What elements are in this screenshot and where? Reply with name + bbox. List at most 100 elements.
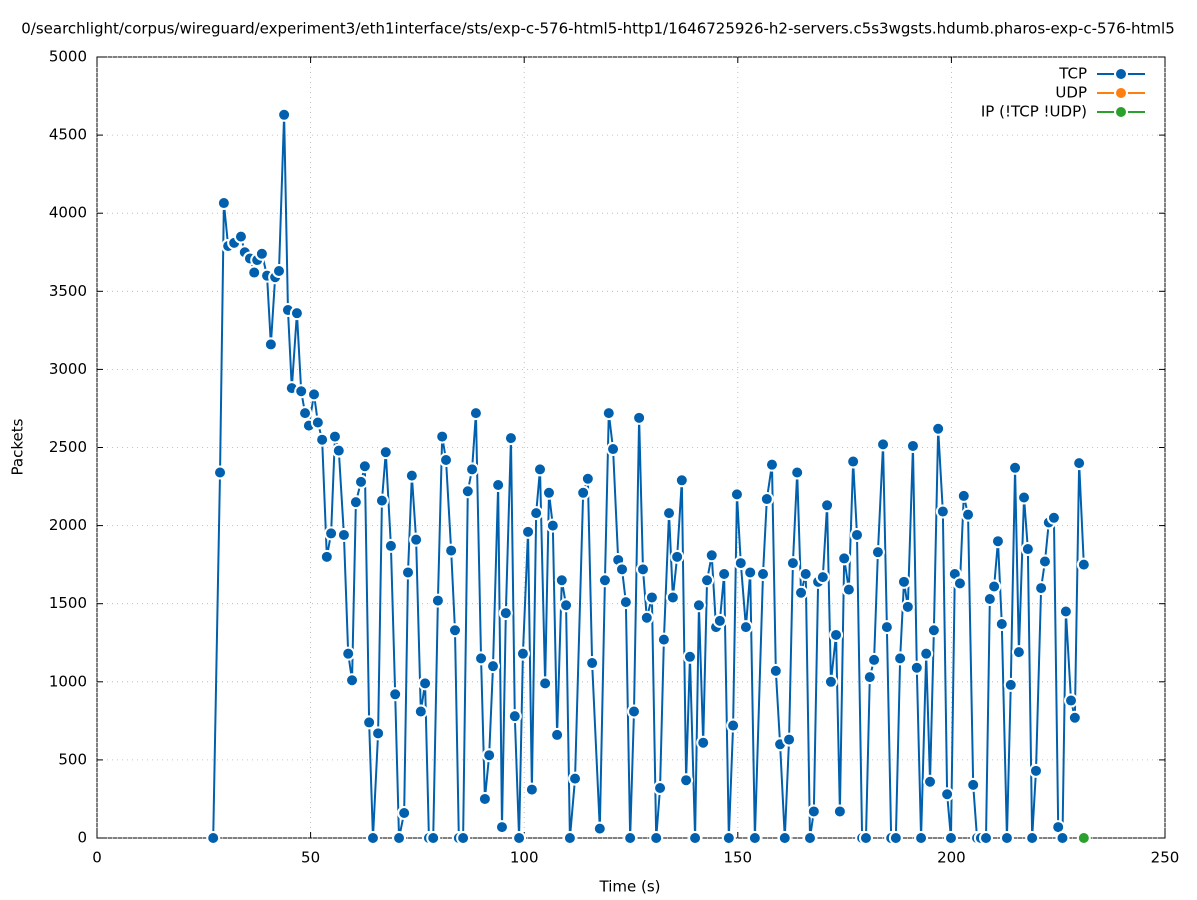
data-point bbox=[952, 576, 967, 591]
x-tick-label: 250 bbox=[1151, 849, 1180, 867]
y-axis-label: Packets bbox=[9, 418, 27, 475]
data-point bbox=[729, 487, 744, 502]
data-point bbox=[867, 652, 882, 667]
data-point bbox=[879, 620, 894, 635]
data-point bbox=[806, 804, 821, 819]
x-tick-label: 200 bbox=[937, 849, 966, 867]
data-point bbox=[580, 471, 595, 486]
data-point bbox=[961, 507, 976, 522]
y-tick-label: 1500 bbox=[49, 594, 87, 612]
data-point bbox=[846, 454, 861, 469]
data-point bbox=[1055, 831, 1070, 845]
data-point bbox=[606, 442, 621, 457]
data-point bbox=[919, 646, 934, 661]
y-tick-label: 5000 bbox=[49, 48, 87, 66]
data-point bbox=[383, 538, 398, 553]
data-point bbox=[601, 406, 616, 421]
data-point bbox=[1008, 460, 1023, 475]
data-point bbox=[990, 534, 1005, 549]
data-point bbox=[568, 771, 583, 786]
x-axis-label: Time (s) bbox=[599, 878, 661, 896]
legend-label: UDP bbox=[1055, 84, 1087, 102]
data-point bbox=[832, 804, 847, 819]
data-point bbox=[926, 623, 941, 638]
chart-title: 0/searchlight/corpus/wireguard/experimen… bbox=[21, 20, 1175, 38]
data-point bbox=[365, 831, 380, 845]
data-point bbox=[213, 465, 228, 480]
data-point bbox=[1058, 604, 1073, 619]
data-point bbox=[1025, 831, 1040, 845]
data-point bbox=[562, 831, 577, 845]
data-point bbox=[348, 495, 363, 510]
data-point bbox=[426, 831, 441, 845]
data-point bbox=[392, 831, 407, 845]
data-point bbox=[632, 410, 647, 425]
data-point bbox=[498, 606, 513, 621]
data-point bbox=[298, 406, 313, 421]
data-point bbox=[862, 670, 877, 685]
data-point bbox=[888, 831, 903, 845]
data-point bbox=[550, 727, 565, 742]
data-point bbox=[397, 806, 412, 821]
data-point bbox=[576, 485, 591, 500]
data-point bbox=[538, 676, 553, 691]
data-point bbox=[430, 593, 445, 608]
data-point bbox=[1028, 763, 1043, 778]
data-point bbox=[923, 774, 938, 789]
data-point bbox=[820, 498, 835, 513]
data-point bbox=[524, 782, 539, 797]
data-point bbox=[700, 573, 715, 588]
data-point bbox=[507, 709, 522, 724]
data-point bbox=[401, 565, 416, 580]
data-point bbox=[354, 474, 369, 489]
data-point bbox=[559, 598, 574, 613]
data-point bbox=[327, 429, 342, 444]
data-point bbox=[733, 556, 748, 571]
y-tick-label: 2000 bbox=[49, 516, 87, 534]
data-point bbox=[324, 526, 339, 541]
data-point bbox=[371, 726, 386, 741]
data-point bbox=[644, 590, 659, 605]
data-point bbox=[592, 821, 607, 836]
data-point bbox=[956, 488, 971, 503]
data-point bbox=[310, 415, 325, 430]
data-point bbox=[738, 620, 753, 635]
data-point bbox=[900, 599, 915, 614]
data-point bbox=[515, 646, 530, 661]
legend-marker bbox=[1114, 105, 1128, 119]
data-point bbox=[357, 459, 372, 474]
data-point bbox=[696, 735, 711, 750]
data-point bbox=[896, 574, 911, 589]
data-point bbox=[271, 263, 286, 278]
data-point bbox=[858, 831, 873, 845]
data-point bbox=[794, 585, 809, 600]
data-point bbox=[1037, 554, 1052, 569]
data-point bbox=[618, 595, 633, 610]
data-point bbox=[216, 196, 231, 211]
data-point bbox=[263, 337, 278, 352]
data-point bbox=[649, 831, 664, 845]
data-point bbox=[662, 506, 677, 521]
series-line bbox=[212, 114, 1085, 839]
data-point bbox=[999, 831, 1014, 845]
y-tick-label: 4000 bbox=[49, 204, 87, 222]
data-point bbox=[362, 715, 377, 730]
data-point bbox=[966, 777, 981, 792]
data-point bbox=[1064, 693, 1079, 708]
data-point bbox=[979, 831, 994, 845]
legend-marker bbox=[1114, 86, 1128, 100]
data-point bbox=[768, 663, 783, 678]
data-point bbox=[1067, 710, 1082, 725]
data-point bbox=[444, 543, 459, 558]
y-tick-label: 3500 bbox=[49, 282, 87, 300]
data-point bbox=[688, 831, 703, 845]
data-point bbox=[1011, 645, 1026, 660]
data-point bbox=[712, 613, 727, 628]
data-point bbox=[585, 656, 600, 671]
data-point bbox=[815, 570, 830, 585]
data-point bbox=[277, 107, 292, 122]
data-point bbox=[914, 831, 929, 845]
data-point bbox=[529, 506, 544, 521]
data-point bbox=[759, 492, 774, 507]
data-point bbox=[674, 473, 689, 488]
